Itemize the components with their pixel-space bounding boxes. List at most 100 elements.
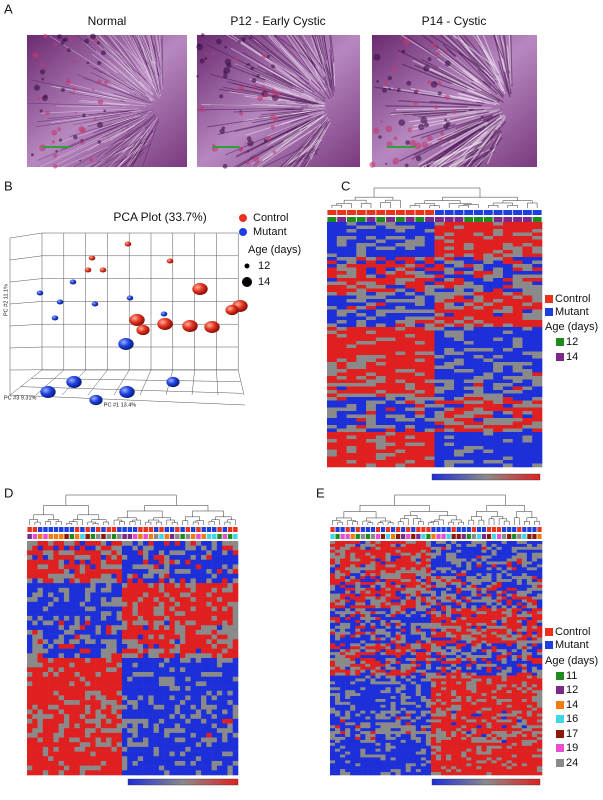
tissue-dot (253, 156, 260, 163)
heatmap-cell (385, 285, 396, 289)
heatmap-cell (174, 615, 181, 621)
tissue-streak (40, 108, 139, 114)
heatmap-cell (190, 737, 197, 743)
heatmap-cell (522, 337, 533, 342)
heatmap-cell (127, 541, 133, 546)
heatmap-cell (466, 558, 472, 562)
heatmap-cell (32, 760, 38, 766)
heatmap-cell (454, 460, 465, 464)
heatmap-cell (116, 658, 123, 663)
heatmap-cell (143, 648, 149, 654)
tissue-dot (219, 128, 225, 134)
heatmap-cell (174, 751, 181, 757)
tissue-streak (330, 34, 335, 63)
heatmap-cell (106, 541, 112, 546)
heatmap-cell (179, 611, 186, 617)
heatmap-cell (366, 365, 377, 370)
heatmap-cell (414, 222, 426, 226)
heatmap-cell (116, 625, 123, 631)
heatmap-cell (405, 229, 416, 233)
heatmap-cell (100, 695, 107, 701)
heatmap-cell (148, 559, 154, 565)
heatmap-cell (216, 686, 223, 692)
heatmap-cell (434, 435, 445, 440)
heatmap-cell (454, 418, 465, 422)
heatmap-cell (232, 648, 239, 654)
heatmap-cell (32, 629, 38, 635)
heatmap-cell (116, 643, 123, 649)
heatmap-cell (179, 583, 186, 589)
heatmap-cell (463, 239, 474, 244)
heatmap-cell (127, 559, 133, 565)
heatmap-cell (201, 541, 207, 546)
heatmap-cell (405, 225, 416, 230)
heatmap-cell (148, 714, 154, 720)
heatmap-cell (143, 629, 149, 635)
heatmap-cell (201, 667, 207, 673)
heatmap-cell (430, 546, 437, 551)
heatmap-cell (366, 225, 377, 230)
dendro-branch (33, 514, 54, 520)
heatmap-cell (206, 545, 212, 551)
age-bar (340, 534, 345, 539)
tissue-streak (420, 116, 484, 139)
heatmap-cell (522, 222, 533, 226)
heatmap-cell (385, 543, 391, 548)
heatmap-cell (106, 653, 112, 659)
heatmap-cell (385, 564, 391, 568)
tissue-dot (238, 111, 244, 116)
heatmap-cell (127, 620, 133, 626)
dendro-branch (144, 505, 209, 511)
heatmap-cell (385, 541, 391, 545)
heatmap-cell (454, 386, 465, 391)
heatmap-cell (340, 564, 346, 568)
heatmap-cell (483, 442, 494, 447)
heatmap-cell (346, 414, 357, 419)
heatmap-cell (111, 541, 117, 546)
heatmap-cell (164, 704, 170, 710)
heatmap-cell (148, 601, 154, 607)
heatmap-cell (27, 550, 33, 556)
heatmap-cell (502, 264, 513, 268)
tissue-streak (114, 36, 142, 76)
heatmap-cell (143, 756, 149, 762)
heatmap-cell (27, 765, 33, 771)
heatmap-cell (132, 667, 139, 673)
heatmap-cell (375, 411, 386, 415)
heatmap-cell (493, 295, 504, 300)
heatmap-cell (346, 393, 357, 398)
heatmap-cell (137, 686, 144, 692)
heatmap-cell (63, 676, 70, 682)
heatmap-cell (85, 662, 91, 668)
heatmap-cell (164, 751, 170, 757)
heatmap-cell (463, 393, 474, 398)
tissue-streak (321, 34, 328, 61)
heatmap-cell (356, 260, 367, 265)
dendro-branch (65, 494, 177, 506)
heatmap-cell (522, 397, 533, 401)
heatmap-cell (366, 397, 377, 401)
heatmap-cell (473, 449, 484, 454)
group-bar (356, 210, 366, 215)
heatmap-cell (414, 355, 426, 359)
heatmap-cell (95, 653, 102, 659)
tissue-dot (396, 87, 401, 92)
heatmap-cell (158, 597, 165, 603)
heatmap-cell (227, 765, 234, 771)
heatmap-cell (375, 460, 386, 464)
heatmap-cell (346, 379, 357, 384)
heatmap-cell (512, 246, 523, 251)
heatmap-cell (493, 316, 504, 321)
heatmap-cell (506, 555, 513, 559)
heatmap-cell (63, 648, 70, 654)
heatmap-cell (483, 386, 494, 391)
heatmap-cell (127, 690, 133, 696)
heatmap-cell (385, 295, 396, 300)
age-bar (385, 534, 391, 539)
heatmap-cell (346, 246, 357, 251)
heatmap-cell (27, 653, 33, 659)
heatmap-cell (512, 383, 523, 387)
heatmap-cell (137, 667, 144, 673)
heatmap-cell (148, 615, 154, 621)
heatmap-cell (502, 295, 513, 300)
